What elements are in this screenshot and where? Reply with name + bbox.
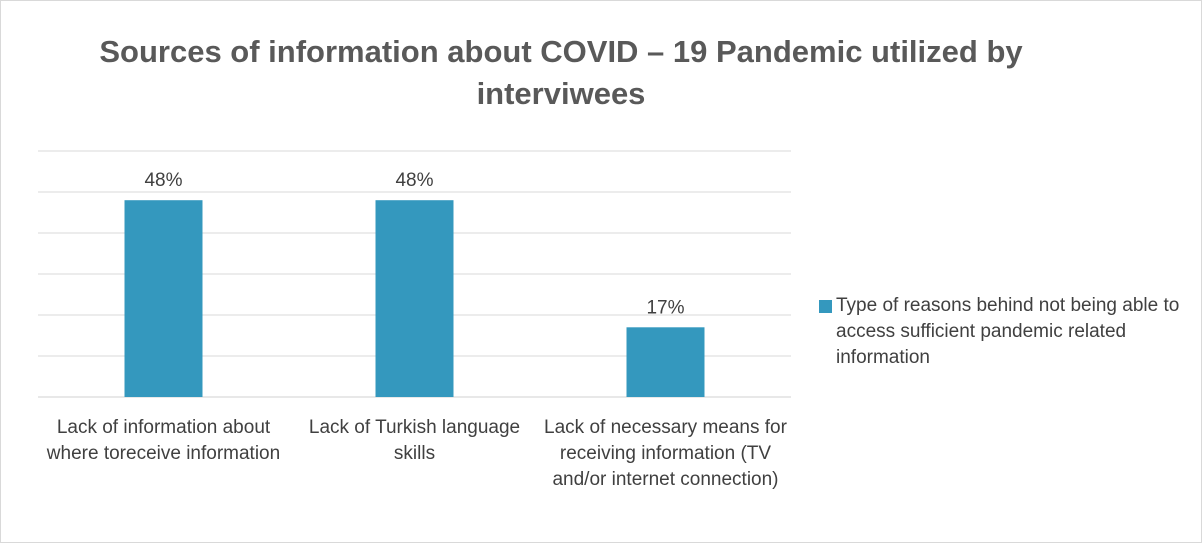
category-label: Lack of necessary means for receiving in… [544,417,787,490]
bar [375,200,454,397]
legend-entry-label: Type of reasons behind not being able to… [836,295,1180,368]
data-label: 48% [144,170,182,191]
data-label: 17% [646,297,684,318]
chart-title: Sources of information about COVID – 19 … [99,34,1023,111]
bar [626,327,705,397]
data-label: 48% [395,170,433,191]
category-label: Lack of Turkish language skills [308,417,521,464]
legend-swatch [819,300,832,313]
bar [124,200,203,397]
category-label: Lack of information about where toreceiv… [46,417,281,464]
